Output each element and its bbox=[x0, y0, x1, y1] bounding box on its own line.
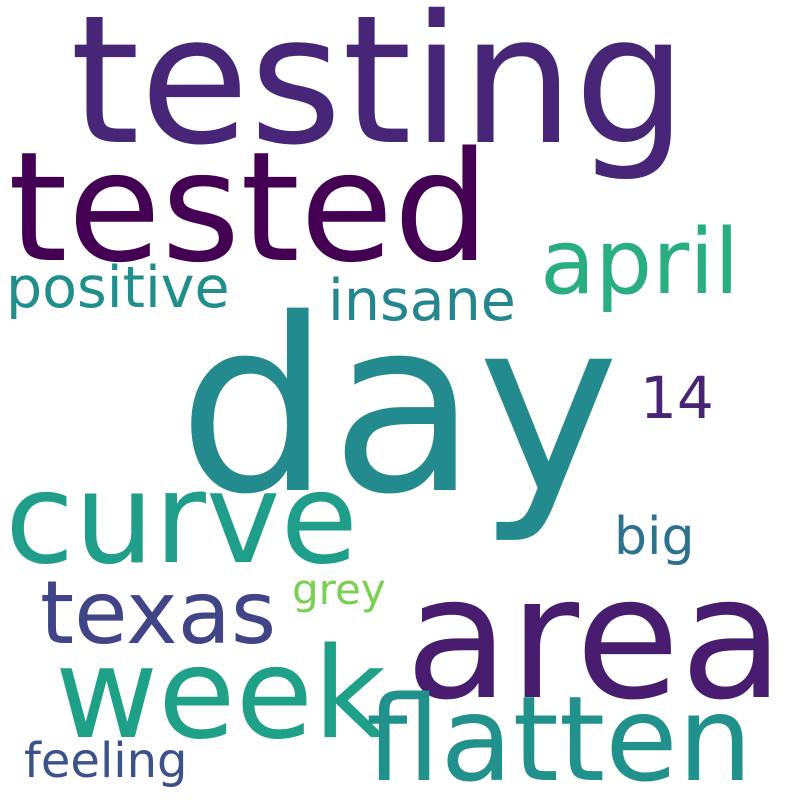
word-grey: grey bbox=[292, 565, 386, 614]
word-insane: insane bbox=[328, 268, 516, 334]
word-week: week bbox=[55, 620, 386, 767]
word-14: 14 bbox=[640, 364, 714, 432]
word-area: area bbox=[405, 540, 784, 738]
word-big: big bbox=[614, 507, 694, 567]
word-curve: curve bbox=[5, 445, 358, 592]
word-april: april bbox=[540, 210, 739, 315]
word-day: day bbox=[178, 267, 619, 547]
word-feeling: feeling bbox=[24, 733, 188, 789]
word-texas: texas bbox=[40, 562, 276, 664]
word-tested: tested bbox=[8, 119, 490, 296]
word-testing: testing bbox=[70, 0, 687, 184]
word-flatten: flatten bbox=[366, 670, 753, 800]
word-positive: positive bbox=[6, 255, 230, 321]
